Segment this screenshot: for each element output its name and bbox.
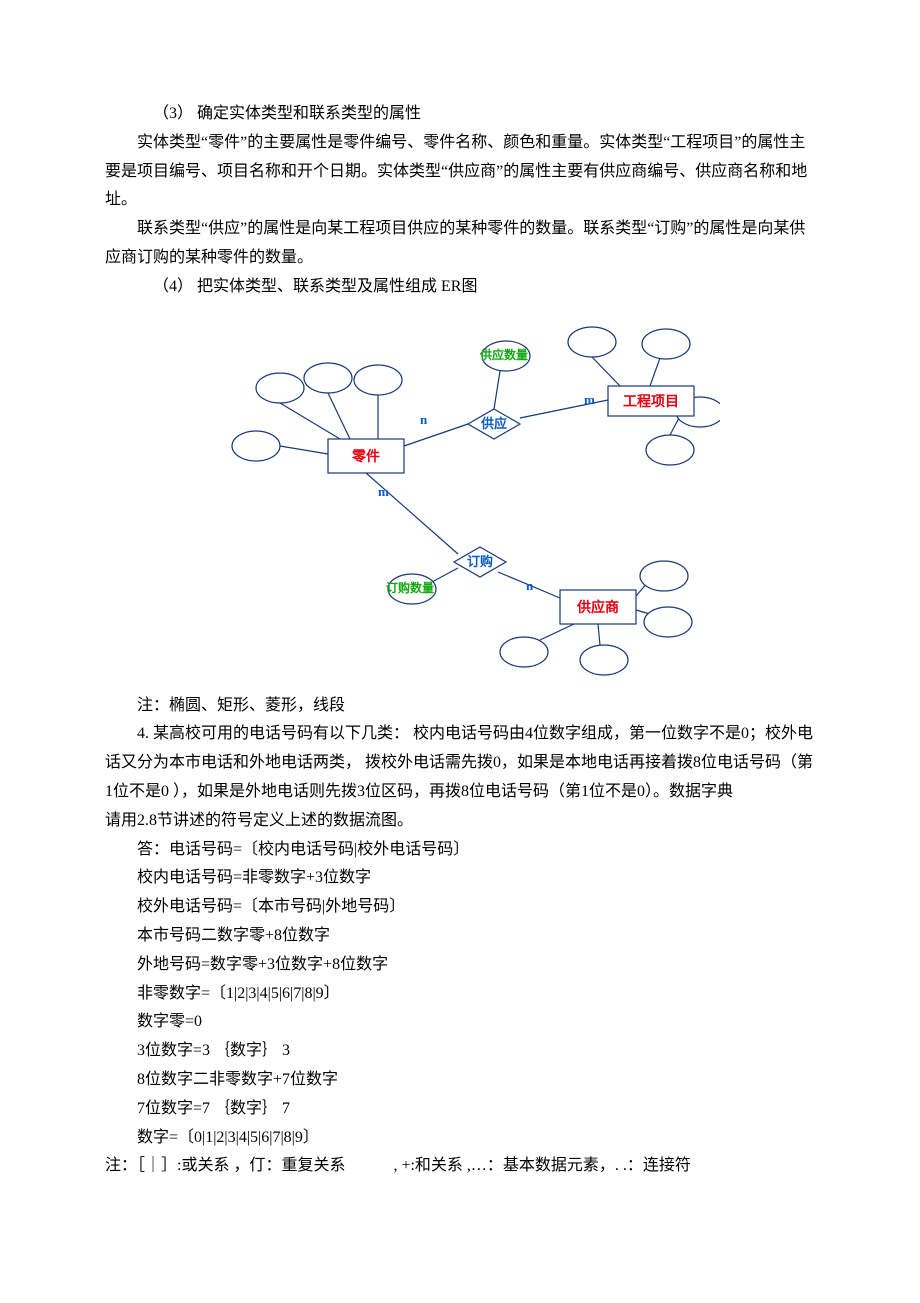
answer-line: 校内电话号码=非零数字+3位数字 (105, 864, 815, 893)
answer-line: 非零数字=〔1|2|3|4|5|6|7|8|9〕 (105, 980, 815, 1009)
answer-line: 本市号码二数字零+8位数字 (105, 922, 815, 951)
svg-text:n: n (526, 578, 534, 593)
svg-text:订购数量: 订购数量 (386, 580, 434, 595)
svg-text:订购: 订购 (467, 554, 493, 569)
er-diagram: 供应数量订购数量 供应订购 零件 工程项目供应商 n m m n (200, 314, 720, 684)
svg-text:n: n (420, 412, 428, 427)
svg-text:零件: 零件 (351, 448, 380, 465)
svg-text:供应: 供应 (480, 416, 507, 431)
answer-line: 7位数字=7 ｛数字｝ 7 (105, 1095, 815, 1124)
answer-line: 数字=〔0|1|2|3|4|5|6|7|8|9〕 (105, 1124, 815, 1153)
answer-line: 外地号码=数字零+3位数字+8位数字 (105, 951, 815, 980)
er-diagram-svg: 供应数量订购数量 供应订购 零件 工程项目供应商 n m m n (200, 314, 720, 684)
answer-line: 校外电话号码=〔本市号码|外地号码〕 (105, 893, 815, 922)
heading-4: （4） 把实体类型、联系类型及属性组成 ER图 (105, 273, 815, 302)
answer-line: 数字零=0 (105, 1008, 815, 1037)
svg-text:供应商: 供应商 (576, 599, 619, 616)
paragraph: 实体类型“零件”的主要属性是零件编号、零件名称、颜色和重量。实体类型“工程项目”… (105, 129, 815, 215)
svg-text:m: m (378, 484, 389, 499)
heading-3: （3） 确定实体类型和联系类型的属性 (105, 100, 815, 129)
diagram-caption: 注：椭圆、矩形、菱形，线段 (105, 692, 815, 721)
paragraph: 联系类型“供应”的属性是向某工程项目供应的某种零件的数量。联系类型“订购”的属性… (105, 215, 815, 273)
answer-line: 答：电话号码=〔校内电话号码|校外电话号码〕 (105, 836, 815, 865)
question-4: 4. 某高校可用的电话号码有以下几类： 校内电话号码由4位数字组成，第一位数字不… (105, 720, 815, 806)
svg-text:供应数量: 供应数量 (479, 347, 528, 362)
question-4b: 请用2.8节讲述的符号定义上述的数据流图。 (105, 807, 815, 836)
document-page: （3） 确定实体类型和联系类型的属性 实体类型“零件”的主要属性是零件编号、零件… (0, 0, 920, 1241)
answer-line: 8位数字二非零数字+7位数字 (105, 1066, 815, 1095)
svg-text:工程项目: 工程项目 (623, 394, 679, 410)
svg-text:m: m (584, 392, 595, 407)
footnote: 注：［｜］:或关系 ，仃：重复关系 , +:和关系 ,…：基本数据元素，. .：… (105, 1152, 815, 1181)
answer-line: 3位数字=3 ｛数字｝ 3 (105, 1037, 815, 1066)
